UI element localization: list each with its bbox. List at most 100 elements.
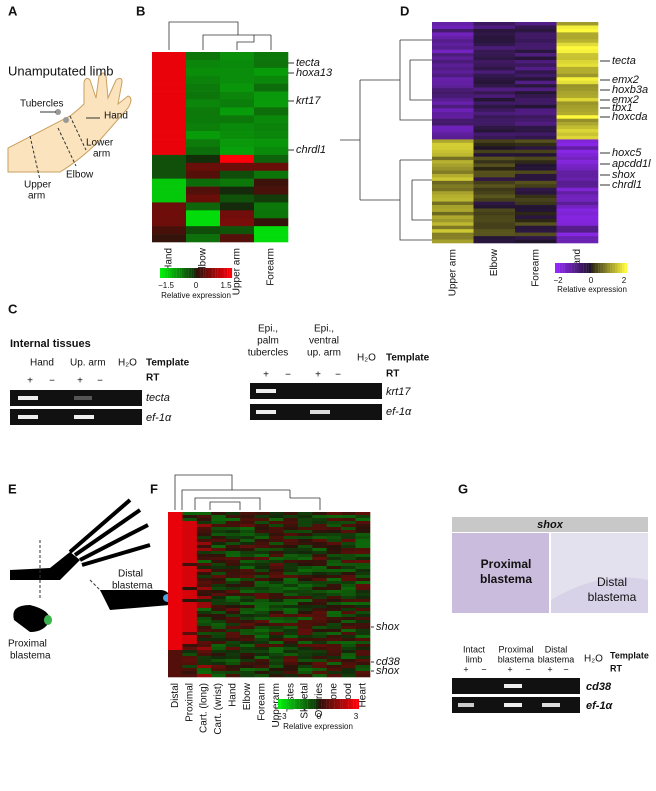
- heatmap-cell: [326, 671, 342, 675]
- heatmap-cell: [211, 539, 227, 543]
- heatmap-cell: [556, 146, 599, 151]
- heatmap-cell: [225, 512, 241, 516]
- colorbar: [323, 699, 327, 709]
- heatmap-cell: [225, 554, 241, 558]
- heatmap-cell: [240, 596, 255, 600]
- heatmap-cell: [182, 560, 198, 564]
- label: Proximal: [498, 644, 533, 654]
- heatmap-cell: [240, 575, 255, 579]
- heatmap-cell: [355, 674, 371, 678]
- heatmap-cell: [152, 194, 187, 203]
- heatmap-cell: [211, 647, 227, 651]
- heatmap-cell: [269, 647, 284, 651]
- heatmap-cell: [432, 222, 474, 227]
- heatmap-cell: [220, 210, 255, 219]
- heatmap-cell: [254, 659, 270, 663]
- colorbar: [283, 699, 287, 709]
- heatmap-cell: [556, 173, 599, 178]
- heatmap-cell: [556, 198, 599, 202]
- heatmap-cell: [254, 644, 270, 648]
- heatmap-cell: [432, 73, 474, 78]
- heatmap-cell: [473, 139, 516, 144]
- heatmap-cell: [211, 608, 227, 612]
- heatmap-cell: [196, 566, 212, 570]
- heatmap-cell: [355, 542, 371, 546]
- heatmap-cell: [312, 548, 328, 552]
- heatmap-cell: [283, 560, 299, 564]
- heatmap-cell: [556, 111, 599, 116]
- colorbar: [198, 268, 201, 278]
- heatmap-cell: [269, 605, 284, 609]
- heatmap-cell: [297, 593, 313, 597]
- heatmap-cell: [515, 211, 557, 216]
- heatmap-cell: [341, 533, 356, 537]
- heatmap-cell: [473, 122, 516, 126]
- heatmap-cell: [283, 647, 299, 651]
- heatmap-cell: [240, 647, 255, 651]
- heatmap-cell: [211, 659, 227, 663]
- heatmap-cell: [283, 512, 299, 516]
- heatmap-cell: [254, 154, 289, 164]
- heatmap-cell: [182, 659, 198, 663]
- heatmap-cell: [168, 545, 183, 549]
- heatmap-cell: [312, 515, 328, 519]
- heatmap-cell: [182, 668, 198, 672]
- heatmap-cell: [211, 518, 227, 522]
- label: −: [335, 370, 341, 381]
- heatmap-cell: [312, 623, 328, 627]
- heatmap-cell: [254, 533, 270, 537]
- colorbar: [607, 263, 611, 273]
- colorbar: [160, 268, 163, 278]
- heatmap-cell: [326, 635, 342, 639]
- heatmap-cell: [152, 131, 187, 140]
- heatmap-cell: [283, 524, 299, 528]
- heatmap-cell: [254, 139, 289, 148]
- heatmap-cell: [341, 656, 356, 660]
- heatmap-cell: [473, 211, 516, 216]
- heatmap-cell: [355, 668, 371, 672]
- heatmap-cell: [432, 35, 474, 40]
- heatmap-cell: [269, 542, 284, 546]
- heatmap-cell: [473, 39, 516, 44]
- heatmap-cell: [297, 524, 313, 528]
- heatmap-cell: [473, 156, 516, 161]
- heatmap-cell: [211, 644, 227, 648]
- heatmap-cell: [225, 581, 241, 585]
- colorbar: [350, 699, 354, 709]
- heatmap-cell: [556, 132, 599, 137]
- heatmap-cell: [225, 518, 241, 522]
- heatmap-cell: [220, 194, 255, 203]
- heatmap-cell: [168, 524, 183, 528]
- heatmap-cell: [186, 218, 221, 227]
- heatmap-cell: [312, 650, 328, 654]
- gel: [452, 678, 580, 713]
- heatmap-cell: [254, 178, 289, 187]
- heatmap-cell: [220, 234, 255, 243]
- heatmap-cell: [297, 671, 313, 675]
- heatmap-cell: [182, 524, 198, 528]
- heatmap-cell: [283, 668, 299, 672]
- heatmap-cell: [152, 210, 187, 219]
- label: −: [285, 370, 291, 381]
- colorbar: [581, 263, 584, 273]
- colorbar: [188, 268, 192, 278]
- heatmap-cell: [225, 521, 241, 525]
- heatmap-cell: [473, 149, 516, 154]
- heatmap-cell: [152, 186, 187, 195]
- heatmap-cell: [186, 139, 221, 148]
- heatmap-cell: [473, 104, 516, 109]
- heatmap-cell: [297, 596, 313, 600]
- heatmap-cell: [240, 512, 255, 516]
- heatmap-cell: [341, 554, 356, 558]
- heatmap-cell: [355, 611, 371, 615]
- heatmap-cell: [297, 665, 313, 669]
- label: Distal: [118, 569, 143, 580]
- heatmap-cell: [341, 560, 356, 564]
- heatmap-cell: [326, 647, 342, 651]
- heatmap-cell: [225, 650, 241, 654]
- colorbar-tick: 0: [589, 276, 594, 285]
- heatmap-cell: [341, 653, 356, 657]
- heatmap-cell: [254, 641, 270, 645]
- label: +: [507, 664, 512, 674]
- heatmap-cell: [182, 569, 198, 573]
